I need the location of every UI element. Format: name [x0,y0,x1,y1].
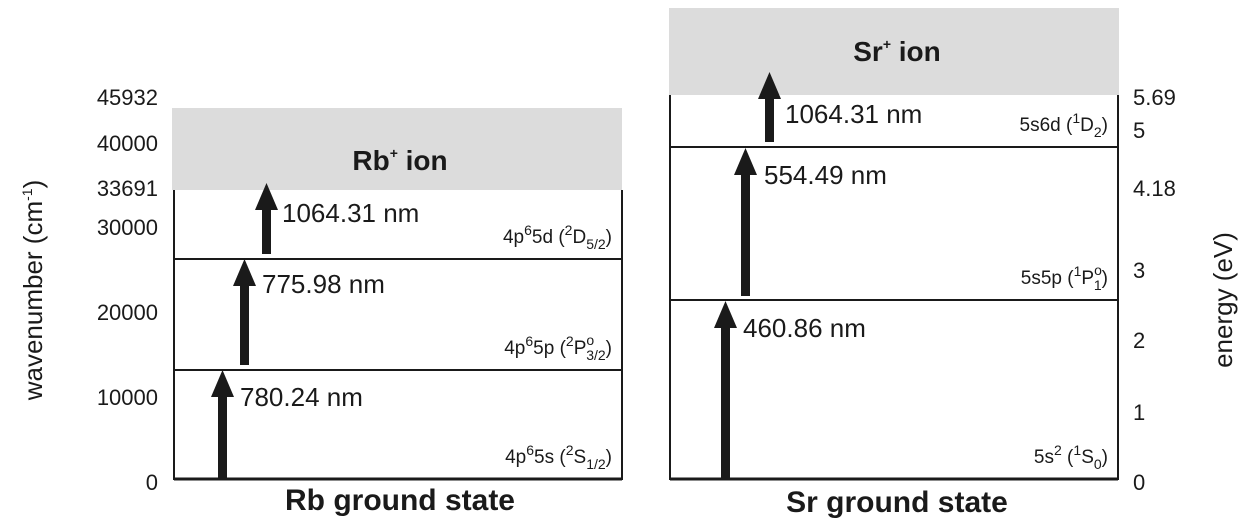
sr-wavelength-2: 554.49 nm [764,160,887,190]
rb-ground-label: Rb ground state [285,484,515,517]
sr-ion-label: Sr+ ion [853,36,941,67]
right-axis-label: energy (eV) [1208,232,1238,368]
sr-arrow-2 [734,148,757,296]
left-tick: 33691 [97,176,158,201]
left-tick: 45932 [97,85,158,110]
rb-state-5s: 4p65s (2S1/2) [505,442,612,472]
sr-panel: Sr+ ion 460.86 nm 554.49 nm 1064.31 nm 5… [669,8,1119,519]
left-tick: 0 [146,470,158,495]
rb-state-5d: 4p65d (2D5/2) [503,222,612,252]
right-tick: 0 [1133,470,1145,495]
rb-ion-band [172,108,622,190]
rb-panel: Rb+ ion 780.24 nm 775.98 nm 1064.31 nm 4… [172,108,623,517]
rb-arrow-2 [233,259,256,365]
rb-arrow-1 [211,370,234,479]
rb-ion-label: Rb+ ion [352,145,447,176]
rb-state-5p: 4p65p (2Po 3/2) [504,332,612,363]
right-tick: 5.69 [1133,85,1176,110]
sr-wavelength-3: 1064.31 nm [785,99,922,129]
left-tick: 10000 [97,385,158,410]
right-tick: 1 [1133,400,1145,425]
left-tick: 30000 [97,215,158,240]
left-axis-label: wavenumber (cm-1) [18,180,48,402]
sr-state-5s5p: 5s5p (1Po 1) [1021,262,1108,293]
right-tick: 2 [1133,328,1145,353]
rb-wavelength-1: 780.24 nm [240,382,363,412]
sr-arrow-1 [714,301,737,479]
sr-state-5s6d: 5s6d (1D2) [1020,110,1108,140]
sr-arrow-3 [758,72,781,142]
rb-wavelength-2: 775.98 nm [262,269,385,299]
left-tick: 40000 [97,131,158,156]
sr-wavelength-1: 460.86 nm [743,313,866,343]
sr-ion-band [669,8,1119,95]
sr-ground-label: Sr ground state [786,486,1008,519]
left-axis: 45932 40000 33691 30000 20000 10000 0 wa… [18,85,158,495]
left-tick: 20000 [97,300,158,325]
right-tick: 5 [1133,118,1145,143]
sr-state-5s2: 5s2 (1S0) [1034,442,1108,472]
right-tick: 3 [1133,258,1145,283]
right-tick: 4.18 [1133,176,1176,201]
rb-wavelength-3: 1064.31 nm [282,198,419,228]
rb-arrow-3 [255,183,278,254]
right-axis: 5.69 5 4.18 3 2 1 0 energy (eV) [1133,85,1238,495]
